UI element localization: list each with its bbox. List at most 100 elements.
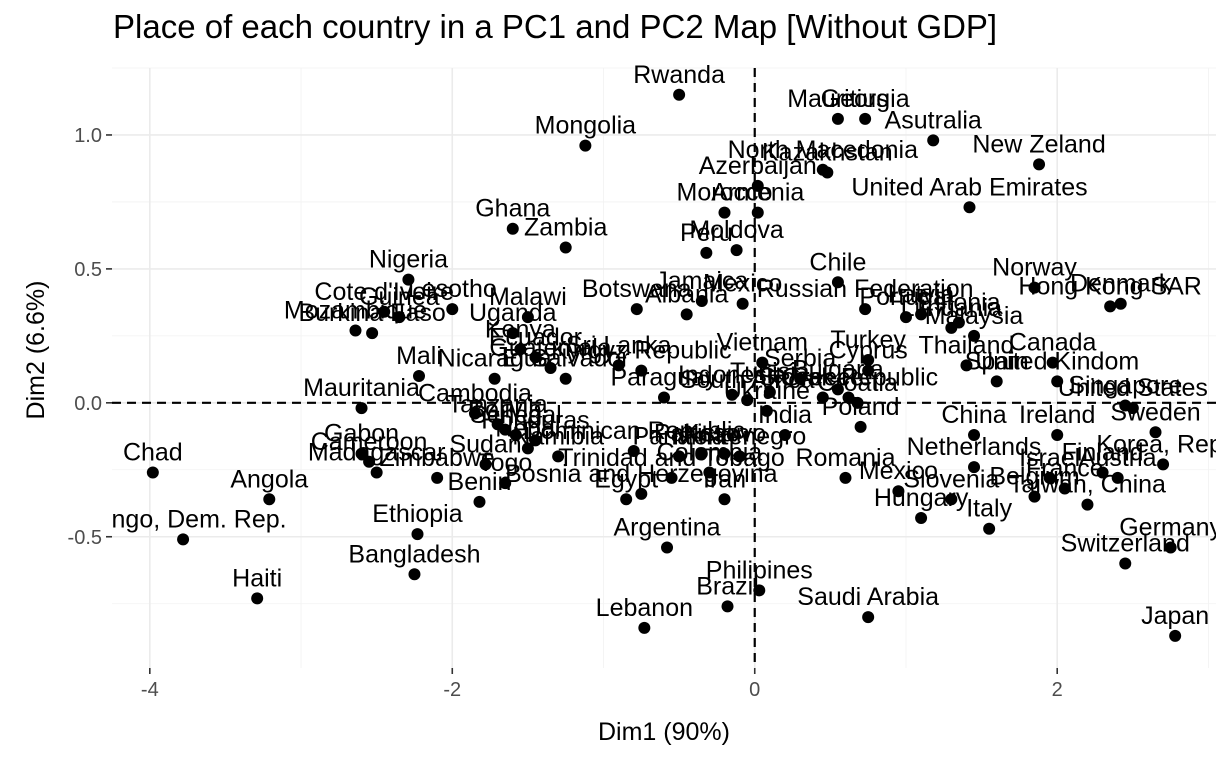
data-point-label: France [1026,455,1104,483]
data-point [431,471,444,484]
data-point-label: Honduras [481,406,589,434]
data-point [349,324,362,337]
data-point-label: Namibia [512,422,604,450]
data-point [529,434,542,447]
data-point-label: Bangladesh [348,540,480,568]
point-labels: Chad Angola Congo, Dem. Rep. Haiti Ethiopia B… [112,61,1216,630]
data-point [968,461,981,474]
data-point [1028,490,1041,503]
data-point [506,222,519,235]
data-point-label: Zambia [524,213,607,241]
data-point [544,362,557,374]
data-point-label: Mali [396,342,442,370]
data-point [760,404,773,417]
data-point-label: Slovak Republic [759,363,938,391]
data-point-label: China [941,401,1006,429]
data-point-label: Nicaragua [438,345,552,373]
data-point-label: United States [1058,374,1208,402]
data-point [635,364,648,377]
data-point [831,112,844,125]
data-point-label: Israel [1019,444,1080,472]
data-point-label: Finland [1062,438,1144,466]
data-point [945,493,958,506]
data-point-label: Bolivia [468,396,542,424]
data-point [635,487,648,500]
data-point-label: Togo [478,449,532,477]
data-point-label: Lithuania [901,294,1003,322]
data-point-label: Switzerland [1061,530,1190,558]
data-point [413,370,426,383]
data-point-label: Cote d'Ivoire [314,278,454,306]
data-point-label: Norway [992,254,1077,282]
data-point-label: Poland [822,393,900,421]
data-point-label: Chile [809,248,866,276]
data-point-label: Kosovo [683,420,766,448]
data-point [673,450,686,463]
data-point [638,621,651,634]
data-point-label: Mongolia [535,112,637,140]
data-point-label: Portugal [859,283,952,311]
data-point [1114,297,1127,310]
y-tick-label: -0.5 [68,527,102,549]
data-point [1111,471,1124,484]
data-point-label: Guatemala [489,334,611,362]
data-point-label: Ireland [1019,401,1095,429]
data-point [402,273,415,286]
data-point [1051,375,1064,388]
data-point-label: Belgium [989,463,1079,491]
data-point-label: Angola [230,465,308,493]
data-point [363,455,376,468]
y-tick-label: 0.5 [74,259,102,281]
data-point-label: Mexico [859,457,938,485]
data-point-label: Latvia [888,280,955,308]
data-point-label: New Zeland [972,130,1105,158]
data-point-label: United Arab Emirates [851,173,1087,201]
data-point-label: Hungary [874,484,969,512]
data-point [968,329,981,342]
data-point [473,495,486,508]
data-point [1157,458,1170,471]
x-tick-label: -4 [141,679,159,701]
data-point-label: Tunisia [730,358,810,386]
data-point-label: Taiwan, China [1009,471,1166,499]
data-point-label: Brazil [696,572,759,600]
data-point [506,327,519,340]
data-point [1033,158,1046,171]
data-point-label: Saudi Arabia [797,583,939,611]
data-point [862,611,875,624]
data-point [630,303,643,316]
data-point-label: Colombia [657,438,763,466]
data-point-label: Hong Kong SAR [1018,272,1201,300]
data-point-label: Bosnia and Herzegovina [505,460,777,488]
data-point-label: Montenegro [673,422,806,450]
data-point [718,447,731,460]
data-point [700,246,713,259]
data-point-label: Cyprus [829,337,908,365]
data-point-label: Madagascar [308,438,446,466]
data-point [1043,471,1056,484]
data-point [963,201,976,214]
data-point-label: Italy [966,495,1012,523]
data-point-label: Guinea [359,283,440,311]
x-axis-title: Dim1 (90%) [598,718,730,746]
data-point [1169,629,1182,642]
data-point-label: Albania [645,280,728,308]
data-point [915,512,928,524]
data-point [514,343,527,356]
reference-lines [112,68,1216,668]
data-point [446,303,459,316]
data-point [741,394,754,407]
data-point-label: Zimbabwe [379,444,494,472]
data-point [751,206,764,219]
data-point [968,428,981,441]
data-point [831,383,844,396]
data-point [899,311,912,324]
data-point-label: Turkey [830,326,906,354]
data-point [842,391,855,404]
data-point [661,541,674,554]
data-point [1119,557,1132,570]
data-point [552,450,565,463]
data-point [355,402,368,415]
data-point [665,471,678,484]
data-point [355,447,368,460]
